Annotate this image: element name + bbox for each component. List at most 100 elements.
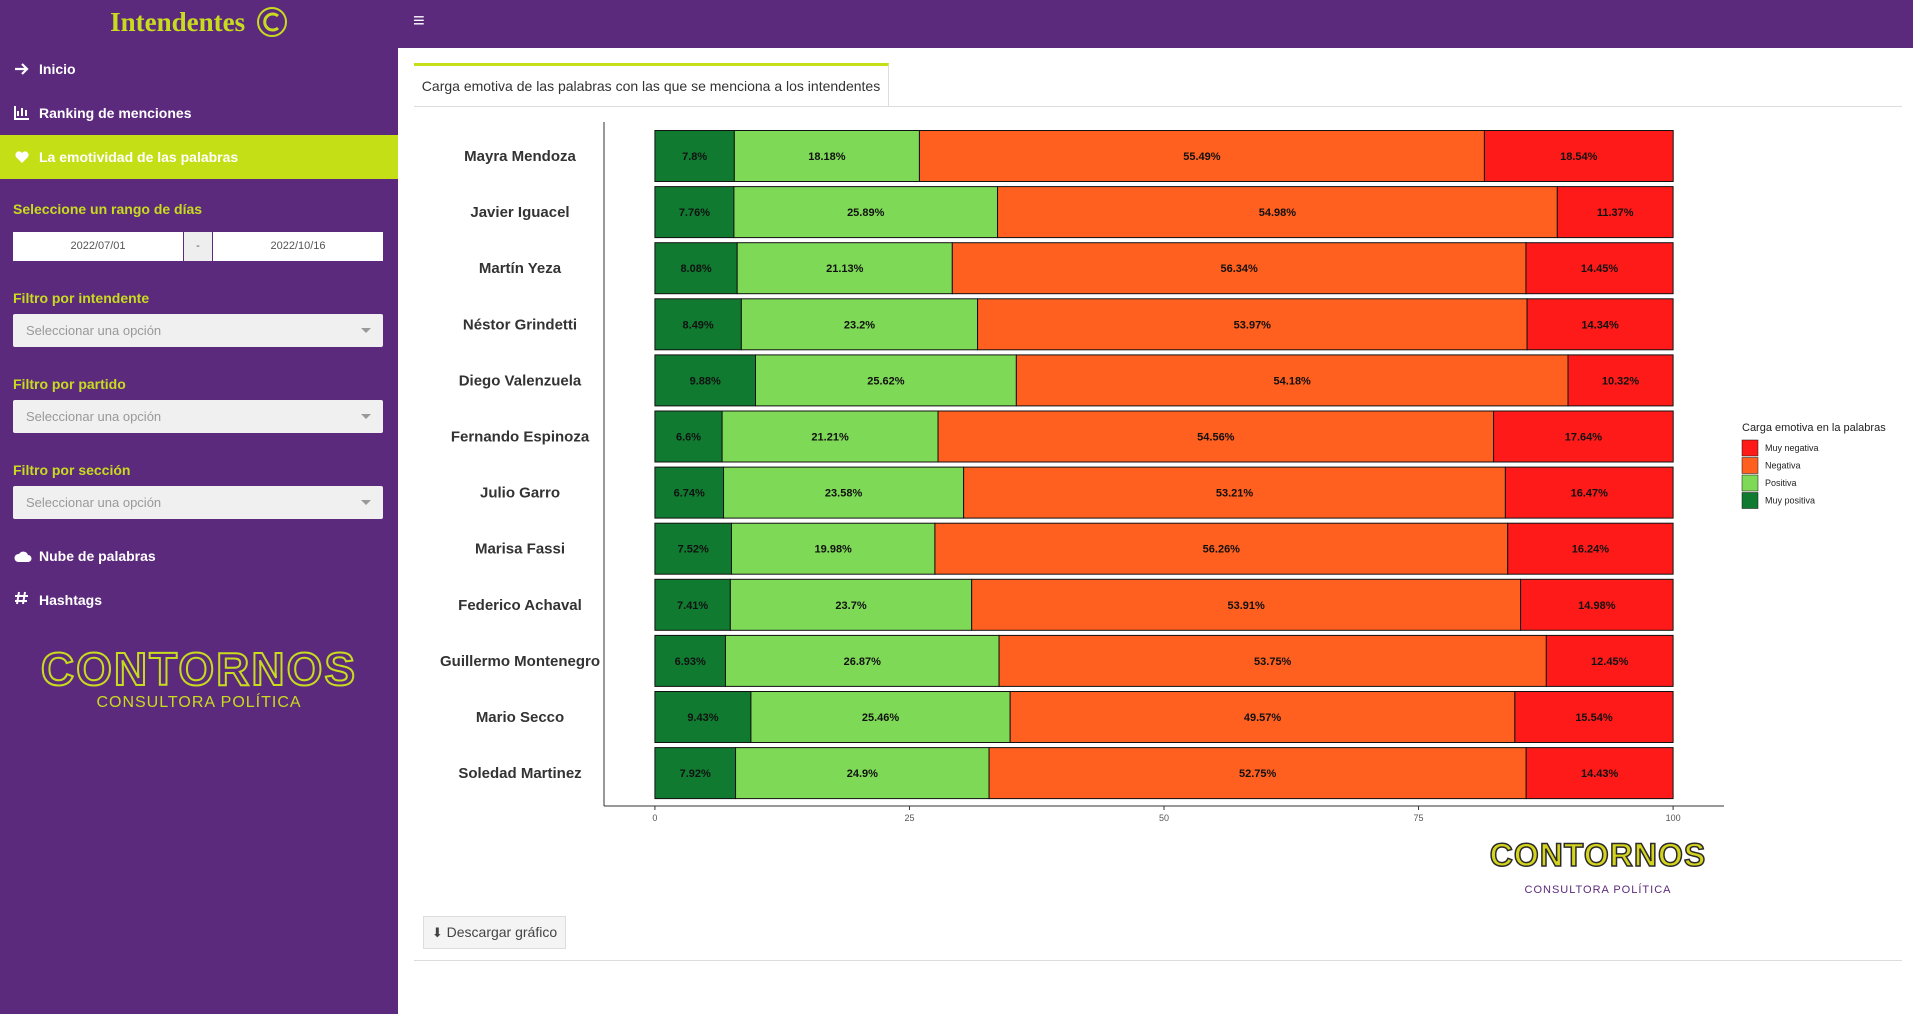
data-label: 49.57% <box>1244 712 1282 724</box>
bar-segment <box>977 298 1528 351</box>
data-label: 7.92% <box>680 768 711 780</box>
title-text: Intendentes <box>110 7 246 37</box>
y-tick-label: Néstor Grindetti <box>463 316 577 333</box>
data-label: 14.34% <box>1581 319 1619 331</box>
data-label: 14.45% <box>1581 263 1619 275</box>
tab-border <box>414 106 1902 107</box>
y-tick-label: Guillermo Montenegro <box>440 653 600 670</box>
date-start[interactable]: 2022/07/01 <box>13 232 183 261</box>
data-label: 6.93% <box>675 656 706 668</box>
data-label: 6.6% <box>676 432 701 444</box>
data-label: 54.98% <box>1259 207 1297 219</box>
bar-segment <box>1556 186 1674 239</box>
data-label: 11.37% <box>1597 207 1634 219</box>
filter-select[interactable]: Seleccionar una opción <box>13 314 383 347</box>
bar-segment <box>654 578 731 631</box>
download-button[interactable]: ⬇ Descargar gráfico <box>423 916 566 949</box>
bar-segment <box>654 298 742 351</box>
filter-label: Filtro por sección <box>13 462 131 478</box>
y-tick-label: Javier Iguacel <box>470 204 569 221</box>
bar-segment <box>654 634 726 687</box>
data-label: 19.98% <box>815 544 853 556</box>
bar-segment <box>735 747 990 800</box>
bar-segment <box>724 634 1000 687</box>
bar-segment <box>654 522 732 575</box>
filter-select[interactable]: Seleccionar una opción <box>13 486 383 519</box>
data-label: 25.46% <box>862 712 900 724</box>
bar-segment <box>733 130 920 182</box>
data-label: 55.49% <box>1183 151 1221 163</box>
bar-segment <box>654 242 738 295</box>
bar-segment <box>654 186 735 239</box>
chart-logo-name: CONTORNOS <box>1490 837 1706 873</box>
x-tick-label: 25 <box>904 813 914 823</box>
bar-segment <box>654 410 723 463</box>
menu-item[interactable]: Hashtags <box>39 592 103 608</box>
date-separator: - <box>184 232 212 261</box>
y-tick-label: Federico Achaval <box>458 597 582 614</box>
app-title: Intendentes <box>0 6 398 38</box>
legend-title: Carga emotiva en la palabras <box>1742 422 1886 434</box>
chart-logo-tagline: CONSULTORA POLÍTICA <box>1525 883 1672 896</box>
data-label: 8.08% <box>680 263 711 275</box>
bar-segment <box>1514 691 1674 743</box>
data-label: 14.98% <box>1578 600 1616 612</box>
menu-icons <box>14 63 29 163</box>
date-end[interactable]: 2022/10/16 <box>213 232 383 261</box>
bar-segment <box>733 186 999 239</box>
bar-segment <box>721 410 939 463</box>
legend-swatch <box>1741 457 1759 474</box>
data-label: 14.43% <box>1581 768 1619 780</box>
bar-segment <box>1567 354 1674 407</box>
bar-segment <box>736 242 953 295</box>
data-label: 24.9% <box>847 768 878 780</box>
data-label: 54.18% <box>1274 375 1312 387</box>
bar-segment <box>1545 634 1674 687</box>
y-tick-label: Soledad Martinez <box>458 765 581 782</box>
data-label: 23.58% <box>825 488 863 500</box>
data-label: 18.54% <box>1560 151 1598 163</box>
bar-segment <box>1520 578 1674 631</box>
bar-segment <box>729 578 973 631</box>
data-label: 26.87% <box>844 656 882 668</box>
menu-item-active[interactable]: La emotividad de las palabras <box>0 135 398 179</box>
data-label: 12.45% <box>1591 656 1629 668</box>
data-label: 56.34% <box>1220 263 1258 275</box>
bar-segment <box>1525 747 1674 800</box>
legend-label: Negativa <box>1765 461 1801 471</box>
data-label: 7.8% <box>682 151 707 163</box>
data-label: 53.97% <box>1234 319 1272 331</box>
bar-segment <box>730 522 936 575</box>
filter-select[interactable]: Seleccionar una opción <box>13 400 383 433</box>
data-label: 56.26% <box>1203 544 1241 556</box>
data-label: 7.76% <box>679 207 710 219</box>
bar-segment <box>1009 691 1516 743</box>
x-tick-label: 50 <box>1159 813 1169 823</box>
menu-item[interactable]: Inicio <box>39 61 76 77</box>
menu-item[interactable]: Nube de palabras <box>39 548 156 564</box>
menu-toggle[interactable]: ≡ <box>413 10 425 32</box>
y-tick-label: Julio Garro <box>480 485 560 502</box>
date-label: Seleccione un rango de días <box>13 201 203 217</box>
data-label: 7.41% <box>677 600 708 612</box>
y-tick-label: Martín Yeza <box>479 260 562 277</box>
legend-swatch <box>1741 474 1759 492</box>
download-icon: ⬇ <box>431 925 443 940</box>
data-label: 18.18% <box>808 151 846 163</box>
bar-segment <box>1525 242 1674 295</box>
y-tick-label: Marisa Fassi <box>475 541 565 558</box>
data-label: 15.54% <box>1575 712 1613 724</box>
tab[interactable]: Carga emotiva de las palabras con las qu… <box>414 63 889 106</box>
logo-tagline: CONSULTORA POLÍTICA <box>96 694 302 711</box>
data-label: 25.89% <box>847 207 885 219</box>
data-label: 53.21% <box>1216 488 1254 500</box>
legend-label: Muy positiva <box>1765 496 1815 506</box>
button-label: Descargar gráfico <box>446 924 558 940</box>
data-label: 7.52% <box>678 544 709 556</box>
menu-item[interactable]: Ranking de menciones <box>39 105 192 121</box>
data-label: 9.43% <box>687 712 718 724</box>
data-label: 23.2% <box>844 319 875 331</box>
x-tick-label: 100 <box>1666 813 1681 823</box>
bar-segment <box>1507 522 1674 575</box>
